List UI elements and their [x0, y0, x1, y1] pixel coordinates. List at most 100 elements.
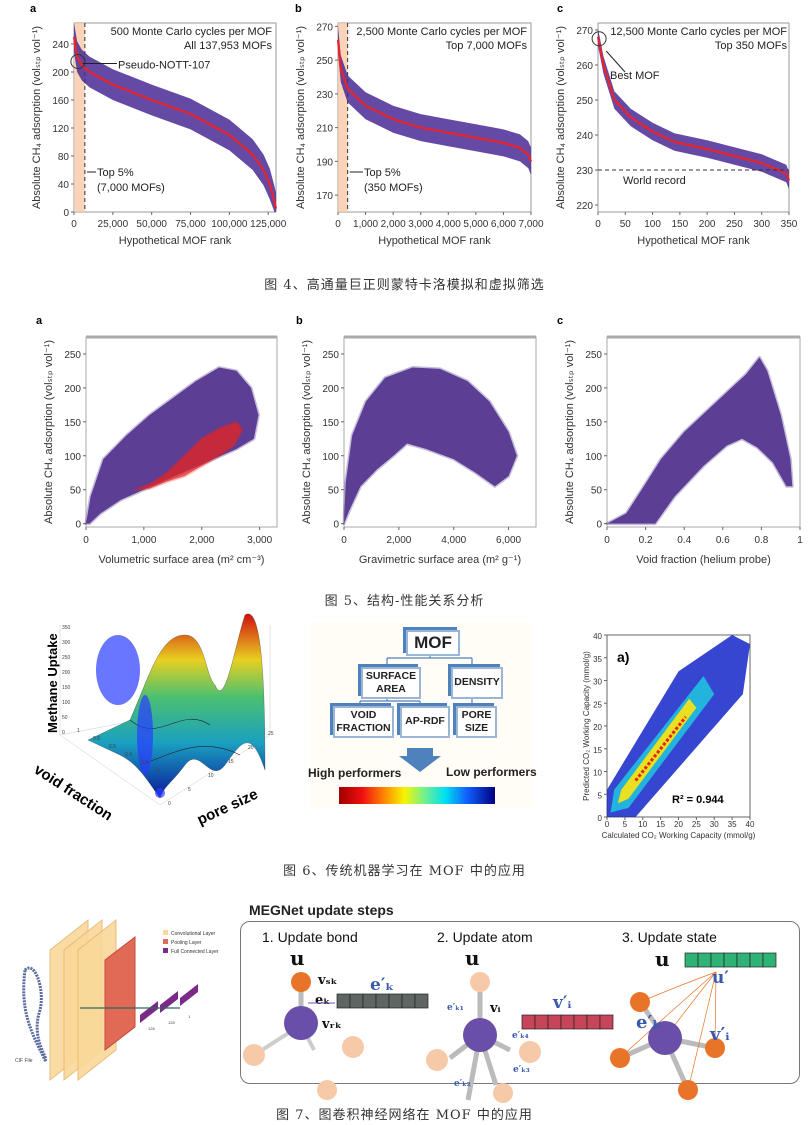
u-prime-label: u′	[712, 968, 729, 988]
megnet-update-diagram: 1. Update bond 2. Update atom 3. Update st…	[243, 929, 777, 1103]
x-tick-label: 25,000	[98, 219, 129, 230]
x-tick-label: 4,000	[441, 535, 466, 546]
z-tick-label: 150	[62, 685, 71, 691]
x-tick-label: 1,000	[131, 535, 156, 546]
figure-4-caption: 图 4、高通量巨正则蒙特卡洛模拟和虚拟筛选	[264, 278, 545, 293]
flowchart-node-density: DENSITY	[451, 667, 503, 699]
vi-prime-label: v′ᵢ	[709, 1024, 730, 1045]
vector-cell	[375, 993, 390, 1009]
annotation-cycles: 500 Monte Carlo cycles per MOF	[111, 26, 273, 38]
neighbor-atom	[493, 1083, 513, 1103]
x-tick-label: 25	[692, 820, 701, 829]
x-tick-label: 2,000	[189, 535, 214, 546]
x-tick-label: 6,000	[491, 219, 516, 230]
vector-cell	[684, 952, 699, 968]
mean-curve	[72, 36, 278, 209]
mean-curve	[596, 36, 791, 181]
x-tick-label: 1	[797, 535, 803, 546]
x-tick-label: 200	[699, 219, 716, 230]
aggregation-arrow	[639, 971, 717, 1003]
annotation-pseudo-nott-107: Pseudo-NOTT-107	[118, 60, 210, 72]
x-tick-label: 0	[71, 219, 77, 230]
vector-cell	[749, 952, 764, 968]
data-spread-band	[338, 26, 531, 175]
top-5-percent-region	[74, 23, 85, 212]
z-tick-label: 250	[62, 655, 71, 661]
y-axis-label: Absolute CH₄ adsorption (volₛₜₚ vol⁻¹)	[43, 340, 55, 524]
y-tick-label: 0	[598, 814, 603, 823]
updated-state-vector	[684, 952, 777, 968]
vector-cell	[388, 993, 403, 1009]
fully-connected-layer	[180, 984, 198, 1006]
data-spread-band	[598, 28, 789, 190]
x-tick-label: 40	[746, 820, 755, 829]
y-tick-label: 120	[52, 124, 69, 135]
layer-dimension-label: 128	[148, 1026, 155, 1031]
y-tick-label: 30	[593, 678, 602, 687]
megnet-panel	[240, 921, 800, 1084]
layer-dimension-label: 1	[188, 1014, 191, 1019]
vector-cell	[762, 952, 777, 968]
mean-curve	[336, 39, 533, 162]
ek3-label: e′ₖ₃	[513, 1065, 530, 1075]
y-tick-label: 250	[322, 350, 339, 361]
z-tick-label: 350	[62, 625, 71, 631]
x-tick-label: 0.2	[639, 535, 653, 546]
z-axis-label: Methane Uptake	[45, 633, 60, 733]
step-title: 1. Update bond	[262, 929, 358, 945]
y-axis-label: Absolute CH₄ adsorption (volₛₜₚ vol⁻¹)	[555, 26, 567, 209]
central-atom	[463, 1018, 497, 1052]
panel-letter: c	[557, 3, 563, 15]
panel-letter: a	[30, 3, 37, 15]
megnet-title: MEGNet update steps	[249, 902, 394, 918]
y-tick-label: 240	[576, 131, 593, 142]
x-tick-label: 350	[781, 219, 798, 230]
y-tick-label: 100	[322, 452, 339, 463]
vector-cell	[401, 993, 416, 1009]
y-tick-label: 15	[593, 746, 602, 755]
x-axis-label: Volumetric surface area (m² cm⁻³)	[99, 554, 265, 566]
vector-cell	[521, 1014, 536, 1030]
neighbor-atom	[317, 1080, 337, 1100]
y-tick-label: 25	[268, 731, 274, 737]
x-tick-label: 50	[620, 219, 632, 230]
methane-uptake-surface-plot: Methane Uptake void fraction pore size 3…	[31, 613, 274, 829]
scatter-density-all	[605, 355, 794, 526]
y-tick-label: 250	[585, 350, 602, 361]
flowchart-node-surface-area: SURFACE AREA	[361, 667, 421, 699]
neighbor-atom	[630, 992, 650, 1012]
x-tick-label: 7,000	[518, 219, 543, 230]
y-tick-label: 50	[591, 486, 603, 497]
annotation-count: All 137,953 MOFs	[184, 40, 273, 52]
ek-prime-label: e′ₖ	[636, 1012, 662, 1033]
y-tick-label: 170	[316, 191, 333, 202]
x-axis-label: Hypothetical MOF rank	[637, 235, 750, 247]
low-performers-label: Low performers	[446, 765, 537, 779]
x-axis-label: Hypothetical MOF rank	[119, 235, 232, 247]
annotation-best-mof: Best MOF	[610, 70, 660, 82]
y-tick-label: 40	[58, 180, 70, 191]
annotation-cycles: 12,500 Monte Carlo cycles per MOF	[610, 26, 787, 38]
neighbor-atom	[243, 1044, 265, 1066]
vector-cell	[534, 1014, 549, 1030]
mof-structure-icon	[22, 966, 48, 1062]
x-tick-label: 2,000	[386, 535, 411, 546]
y-tick-label: 0	[75, 520, 81, 531]
x-tick-label: 0.6	[109, 744, 116, 750]
z-tick-label: 50	[62, 715, 68, 721]
x-tick-label: 15	[656, 820, 665, 829]
vector-cell	[547, 1014, 562, 1030]
x-tick-label: 3,000	[247, 535, 272, 546]
y-tick-label: 150	[322, 418, 339, 429]
y-tick-label: 160	[52, 96, 69, 107]
neighbor-atom	[610, 1048, 630, 1068]
central-atom	[648, 1021, 682, 1055]
x-tick-label: 3,000	[408, 219, 433, 230]
y-tick-label: 100	[64, 452, 81, 463]
panel-label: a)	[617, 649, 629, 665]
vector-cell	[336, 993, 351, 1009]
x-tick-label: 4,000	[436, 219, 461, 230]
x-tick-label: 100	[644, 219, 661, 230]
layer-dimension-label: 128	[168, 1020, 175, 1025]
y-tick-label: 20	[593, 723, 602, 732]
